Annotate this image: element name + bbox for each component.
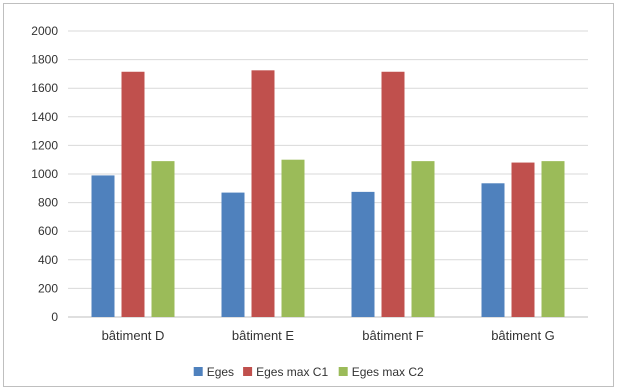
y-tick-label: 1000 [31,167,58,181]
legend: Eges Eges max C1 Eges max C2 [193,365,424,379]
category-label: bâtiment E [232,328,294,343]
y-tick-label: 1200 [31,138,58,152]
x-axis: bâtiment D bâtiment E bâtiment F bâtiment G [102,328,555,343]
bar-eges-max-c2-4 [541,161,565,317]
legend-swatch [243,367,253,376]
gridlines [68,30,588,318]
bar-eges-max-c2-3 [411,161,435,317]
category-label: bâtiment D [102,328,165,343]
y-tick-label: 600 [38,224,58,238]
legend-swatch [193,367,203,376]
bar-eges-1 [91,175,115,317]
legend-label: Eges max C1 [256,365,328,379]
category-label: bâtiment G [491,328,555,343]
bars [91,70,565,317]
bar-eges-2 [221,192,245,317]
y-tick-label: 1600 [31,81,58,95]
category-label: bâtiment F [362,328,423,343]
bar-eges-max-c1-4 [511,162,535,317]
y-axis: 0 200 400 600 800 1000 1200 1400 1600 1800 2000 [31,24,58,324]
y-tick-label: 2000 [31,24,58,38]
bar-eges-max-c1-1 [121,71,145,317]
bar-eges-max-c2-1 [151,161,175,317]
bar-eges-max-c1-2 [251,70,275,317]
y-tick-label: 0 [51,310,58,324]
legend-label: Eges [207,365,234,379]
bar-eges-max-c2-2 [281,159,305,317]
y-tick-label: 400 [38,253,58,267]
legend-swatch [338,367,348,376]
y-tick-label: 200 [38,281,58,295]
bar-eges-4 [481,183,505,317]
bar-eges-max-c1-3 [381,71,405,317]
y-tick-label: 800 [38,196,58,210]
y-tick-label: 1800 [31,53,58,67]
y-tick-label: 1400 [31,110,58,124]
bar-eges-3 [351,191,375,317]
legend-label: Eges max C2 [352,365,424,379]
